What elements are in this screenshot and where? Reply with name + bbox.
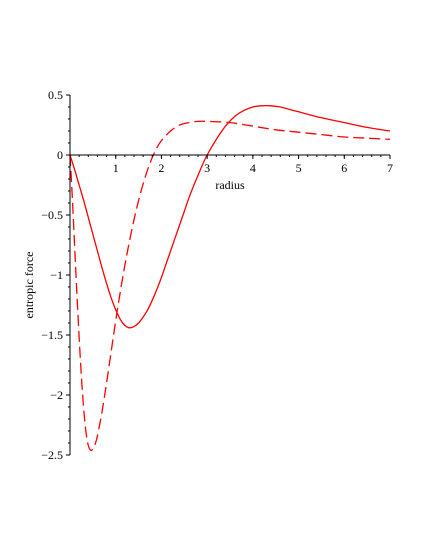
x-tick-label: 1 [113, 161, 119, 175]
x-axis-label: radius [215, 178, 245, 192]
x-tick-label: 7 [387, 161, 393, 175]
y-tick-label: −2 [50, 388, 63, 402]
x-tick-label: 3 [204, 161, 210, 175]
y-tick-label: −1 [50, 268, 63, 282]
y-ticks: 0.5 0 −0.5 −1 −1.5 −2 −2.5 [41, 88, 70, 462]
y-tick-label: 0 [57, 148, 63, 162]
dashed-series-line [69, 120, 391, 452]
solid-series-line [69, 105, 391, 329]
x-tick-label: 2 [158, 161, 164, 175]
y-tick-label: 0.5 [48, 88, 63, 102]
y-tick-label: −2.5 [41, 448, 63, 462]
x-tick-label: 5 [296, 161, 302, 175]
series-layer [69, 105, 391, 452]
y-axis-label: entropic force [22, 252, 36, 319]
x-ticks: 1 2 3 4 5 6 7 [78, 155, 393, 175]
y-tick-label: −0.5 [41, 208, 63, 222]
x-tick-label: 4 [250, 161, 256, 175]
y-tick-label: −1.5 [41, 328, 63, 342]
x-tick-label: 6 [341, 161, 347, 175]
